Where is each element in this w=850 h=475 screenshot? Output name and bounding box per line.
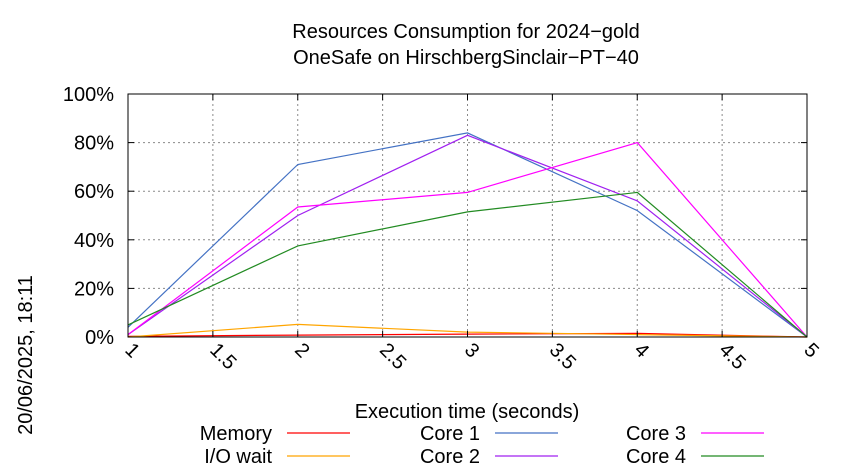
x-tick-label: 3	[460, 339, 483, 362]
series-line	[127, 134, 808, 338]
grid	[128, 94, 807, 337]
x-tick-label: 2.5	[375, 339, 410, 374]
series-line	[127, 141, 808, 338]
y-tick-label: 80%	[74, 133, 114, 155]
legend-label: Core 1	[420, 423, 480, 445]
legend-label: Core 3	[626, 423, 686, 445]
legend-label: I/O wait	[204, 446, 272, 468]
chart-subtitle: OneSafe on HirschbergSinclair−PT−40	[293, 47, 639, 69]
chart-title: Resources Consumption for 2024−gold	[292, 21, 639, 43]
legend-label: Core 2	[420, 446, 480, 468]
timestamp-label: 20/06/2025, 18:11	[15, 275, 37, 435]
y-tick-label: 60%	[74, 181, 114, 203]
y-tick-label: 20%	[74, 278, 114, 300]
legend-label: Core 4	[626, 446, 686, 468]
x-tick-label: 5	[799, 339, 822, 362]
x-tick-label: 3.5	[545, 339, 580, 374]
x-tick-label: 4	[630, 339, 653, 362]
x-tick-label: 4.5	[715, 339, 750, 374]
series-line	[127, 191, 808, 338]
x-tick-label: 1	[120, 339, 143, 362]
x-tick-label: 2	[290, 339, 313, 362]
y-tick-label: 0%	[85, 327, 114, 349]
y-tick-label: 100%	[63, 84, 114, 106]
legend-label: Memory	[200, 423, 272, 445]
x-tick-label: 1.5	[205, 339, 240, 374]
y-axis-ticks: 0% 20% 40% 60% 80% 100%	[63, 84, 807, 349]
x-axis-label: Execution time (seconds)	[355, 401, 580, 423]
series-line	[127, 132, 808, 338]
y-tick-label: 40%	[74, 230, 114, 252]
